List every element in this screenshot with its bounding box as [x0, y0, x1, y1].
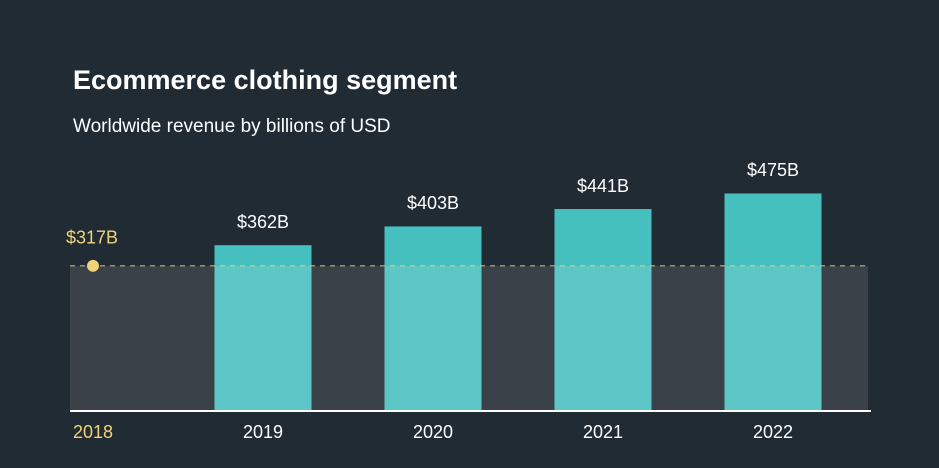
bar: [554, 209, 652, 411]
chart-title: Ecommerce clothing segment: [73, 65, 457, 95]
value-label: $317B: [66, 228, 118, 248]
x-tick-label: 2019: [243, 422, 283, 442]
value-label: $362B: [237, 212, 289, 232]
x-tick-label: 2022: [753, 422, 793, 442]
x-tick-label: 2021: [583, 422, 623, 442]
bar-lower-tint: [554, 265, 652, 411]
bar: [384, 226, 482, 411]
x-tick-label: 2020: [413, 422, 453, 442]
value-label: $475B: [747, 160, 799, 180]
bar: [214, 245, 312, 411]
value-label: $403B: [407, 193, 459, 213]
bar-lower-tint: [214, 265, 312, 411]
value-label: $441B: [577, 176, 629, 196]
baseline-dot: [87, 259, 99, 272]
bar-lower-tint: [724, 265, 822, 411]
bar: [724, 193, 822, 411]
x-tick-label: 2018: [73, 422, 113, 442]
bar-lower-tint: [384, 265, 482, 411]
chart-subtitle: Worldwide revenue by billions of USD: [73, 116, 391, 137]
